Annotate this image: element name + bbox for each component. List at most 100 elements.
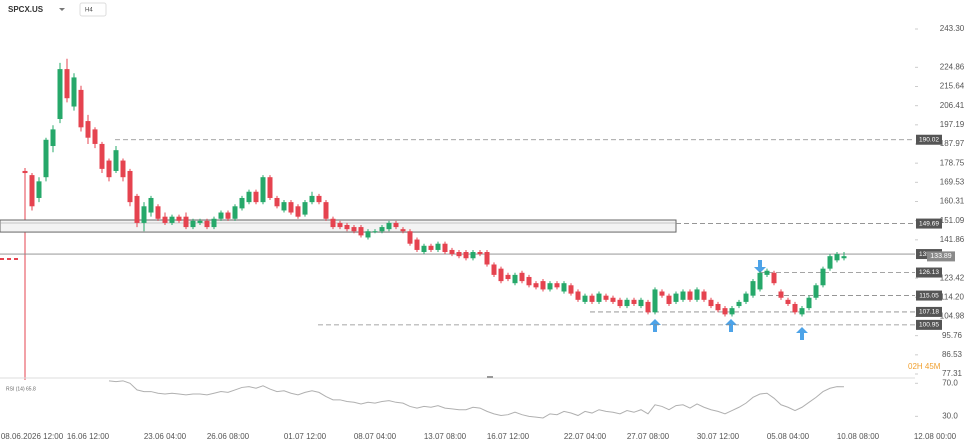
x-tick-label: 27.07 08:00: [627, 432, 670, 441]
y-tick-label: 224.86: [940, 62, 965, 71]
candle-body: [99, 143, 105, 169]
candle-body: [379, 227, 385, 232]
y-tick-label: 104.98: [940, 312, 965, 321]
candle-body: [120, 160, 126, 178]
candle-body: [533, 283, 539, 288]
y-tick-label: 77.31: [942, 369, 963, 378]
timeframe-button[interactable]: [79, 2, 107, 17]
arrow-down: [754, 260, 766, 273]
candle-body: [708, 299, 714, 307]
candle-body: [134, 195, 140, 223]
candle-body: [190, 220, 196, 228]
candle-body: [617, 299, 623, 307]
y-tick-label: 160.31: [940, 197, 965, 206]
x-tick-label: 30.07 12:00: [697, 432, 740, 441]
candle-body: [267, 177, 273, 198]
candle-body: [687, 291, 693, 300]
candle-body: [827, 256, 833, 269]
candle-body: [673, 293, 679, 302]
level-tag: [916, 290, 942, 301]
timeframe[interactable]: H4: [85, 8, 93, 14]
candle-body: [400, 229, 406, 232]
candle-body: [176, 216, 182, 221]
candle-body: [260, 177, 266, 203]
candle-body: [526, 276, 532, 286]
candle-body: [659, 291, 665, 296]
candle-body: [85, 121, 91, 138]
symbol[interactable]: SPCX.US: [8, 5, 44, 14]
x-tick-label: 08.07 04:00: [354, 432, 397, 441]
level-tag: [916, 134, 942, 145]
candle-body: [778, 291, 784, 298]
level-label: 190.02: [919, 136, 939, 143]
candle-body: [358, 227, 364, 236]
candle-body: [323, 202, 329, 219]
x-tick-label: 23.06 04:00: [144, 432, 187, 441]
candle-body: [645, 301, 651, 313]
y-tick-label: 95.76: [942, 331, 963, 340]
candle-body: [568, 285, 574, 294]
candle-body: [554, 283, 560, 288]
candle-body: [498, 268, 504, 282]
rsi-line: [108, 380, 845, 419]
candle-body: [421, 245, 427, 253]
candle-body: [806, 297, 812, 309]
candle-body: [64, 69, 70, 99]
candle-body: [274, 197, 280, 207]
last-price-label: 133.89: [930, 253, 952, 260]
y-tick-label: 206.41: [940, 101, 965, 110]
candle-body: [330, 218, 336, 228]
candle-body: [211, 218, 217, 228]
y-tick-label: 151.09: [940, 216, 965, 225]
candle-body: [547, 283, 553, 290]
y-tick-label: 86.53: [942, 350, 963, 359]
arrow-up: [649, 319, 661, 332]
candle-body: [757, 272, 763, 290]
y-tick-label: 114.20: [940, 292, 964, 301]
y-tick-label: 197.19: [940, 120, 965, 129]
y-tick-label: 141.86: [940, 235, 965, 244]
candle-body: [78, 89, 84, 128]
candle-body: [701, 291, 707, 300]
y-tick-label: 123.42: [940, 273, 965, 282]
candle-body: [834, 254, 840, 261]
x-tick-label: 13.07 08:00: [424, 432, 467, 441]
candle-body: [246, 191, 252, 203]
candle-body: [253, 191, 259, 203]
last-price-tag: [927, 251, 955, 262]
candle-body: [589, 295, 595, 302]
candle-body: [281, 202, 287, 211]
candle-body: [414, 239, 420, 250]
candle-body: [582, 295, 588, 302]
candle-body: [764, 270, 770, 275]
symbol-dropdown[interactable]: [59, 8, 65, 11]
candle-body: [792, 303, 798, 313]
candle-body: [463, 252, 469, 259]
candle-body: [603, 295, 609, 300]
candle-body: [232, 206, 238, 219]
candle-body: [162, 216, 168, 223]
candle-body: [197, 220, 203, 223]
candle-body: [785, 299, 791, 304]
candle-body: [561, 283, 567, 292]
level-label: 115.05: [919, 292, 939, 299]
x-tick-label: 22.07 04:00: [564, 432, 607, 441]
candle-body: [169, 216, 175, 223]
candle-body: [127, 170, 133, 203]
candle-body: [22, 170, 28, 174]
candle-body: [470, 252, 476, 259]
candle-body: [393, 222, 399, 228]
candle-body: [225, 212, 231, 219]
candle-body: [799, 308, 805, 315]
pane-handle[interactable]: [487, 376, 493, 378]
candle-body: [477, 252, 483, 255]
y-tick-label: 243.30: [940, 24, 965, 33]
countdown: 02H 45M: [908, 362, 941, 371]
candle-body: [743, 293, 749, 302]
candle-body: [841, 256, 847, 259]
candle-body: [449, 249, 455, 255]
candle-body: [351, 227, 357, 232]
candle-body: [596, 293, 602, 302]
candle-body: [638, 299, 644, 307]
